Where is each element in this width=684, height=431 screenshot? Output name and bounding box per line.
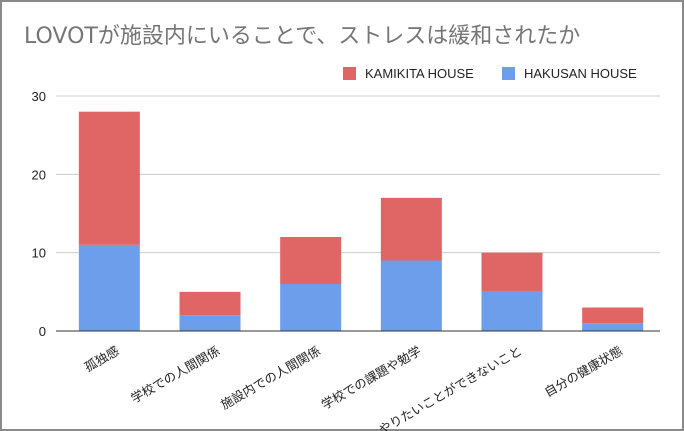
bar-kamikita-4 <box>481 252 543 292</box>
bar-hakusan-1 <box>179 315 241 331</box>
legend-swatch <box>502 67 515 80</box>
bar-kamikita-3 <box>380 197 442 261</box>
bar-kamikita-2 <box>280 237 342 284</box>
legend-label: HAKUSAN HOUSE <box>524 66 637 81</box>
y-tick-label: 30 <box>32 89 46 104</box>
x-tick-label: 孤独感 <box>82 343 122 375</box>
y-tick-label: 0 <box>39 324 46 339</box>
x-tick-label: 学校での課題や勉学 <box>319 343 424 412</box>
bar-kamikita-1 <box>179 291 241 316</box>
y-tick-label: 20 <box>32 167 46 182</box>
x-tick-label: 学校での人間関係 <box>128 343 222 406</box>
x-tick-label: 自分の健康状態 <box>542 343 625 400</box>
legend-swatch <box>343 67 356 80</box>
y-tick-label: 10 <box>32 246 46 261</box>
bar-hakusan-2 <box>280 284 342 331</box>
chart-title: LOVOTが施設内にいることで、ストレスは緩和されたか <box>24 24 580 49</box>
x-tick-label: 施設内での人間関係 <box>218 343 323 412</box>
bar-kamikita-5 <box>582 307 644 324</box>
bars <box>78 111 644 331</box>
bar-hakusan-4 <box>481 291 543 331</box>
x-axis: 孤独感 学校での人間関係施設内での人間関係学校での課題や勉学やりたいことができない… <box>56 330 660 431</box>
bar-hakusan-3 <box>380 260 442 331</box>
y-axis: 0 10 20 30 <box>32 89 46 339</box>
gridlines <box>56 95 660 332</box>
legend-label: KAMIKITA HOUSE <box>365 66 474 81</box>
bar-hakusan-0 <box>78 244 140 331</box>
bar-hakusan-5 <box>582 323 644 331</box>
legend: KAMIKITA HOUSE HAKUSAN HOUSE <box>343 66 637 81</box>
bar-kamikita-0 <box>78 111 140 245</box>
